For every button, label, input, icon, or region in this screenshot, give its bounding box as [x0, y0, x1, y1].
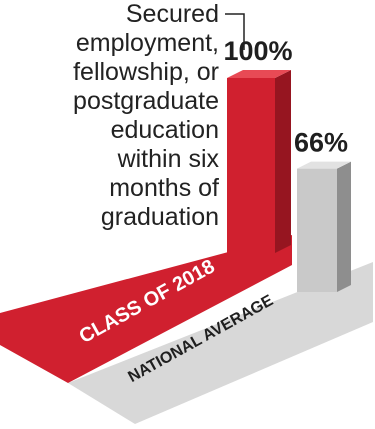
- bar-top-national-average: [297, 161, 351, 169]
- annotation-line: postgraduate: [73, 87, 219, 115]
- annotation-line: graduation: [100, 203, 219, 231]
- bar-side-class-of-2018: [275, 70, 291, 253]
- bar-front-class-of-2018: [227, 78, 275, 253]
- value-label-class-of-2018: 100%: [223, 36, 292, 66]
- bar-side-national-average: [337, 161, 351, 292]
- annotation-line: Secured: [125, 0, 219, 28]
- annotation-line: within six: [117, 145, 219, 173]
- leader-line: [225, 13, 245, 50]
- value-label-national-average: 66%: [294, 128, 348, 158]
- annotation-line: employment,: [75, 29, 219, 57]
- annotation-line: fellowship, or: [73, 58, 219, 86]
- annotation-line: education: [110, 116, 219, 144]
- bar-front-national-average: [297, 168, 337, 292]
- band-national-average: [68, 262, 373, 424]
- annotation-line: months of: [109, 174, 219, 202]
- bar-top-class-of-2018: [227, 70, 291, 78]
- band-class-of-2018: [0, 235, 292, 383]
